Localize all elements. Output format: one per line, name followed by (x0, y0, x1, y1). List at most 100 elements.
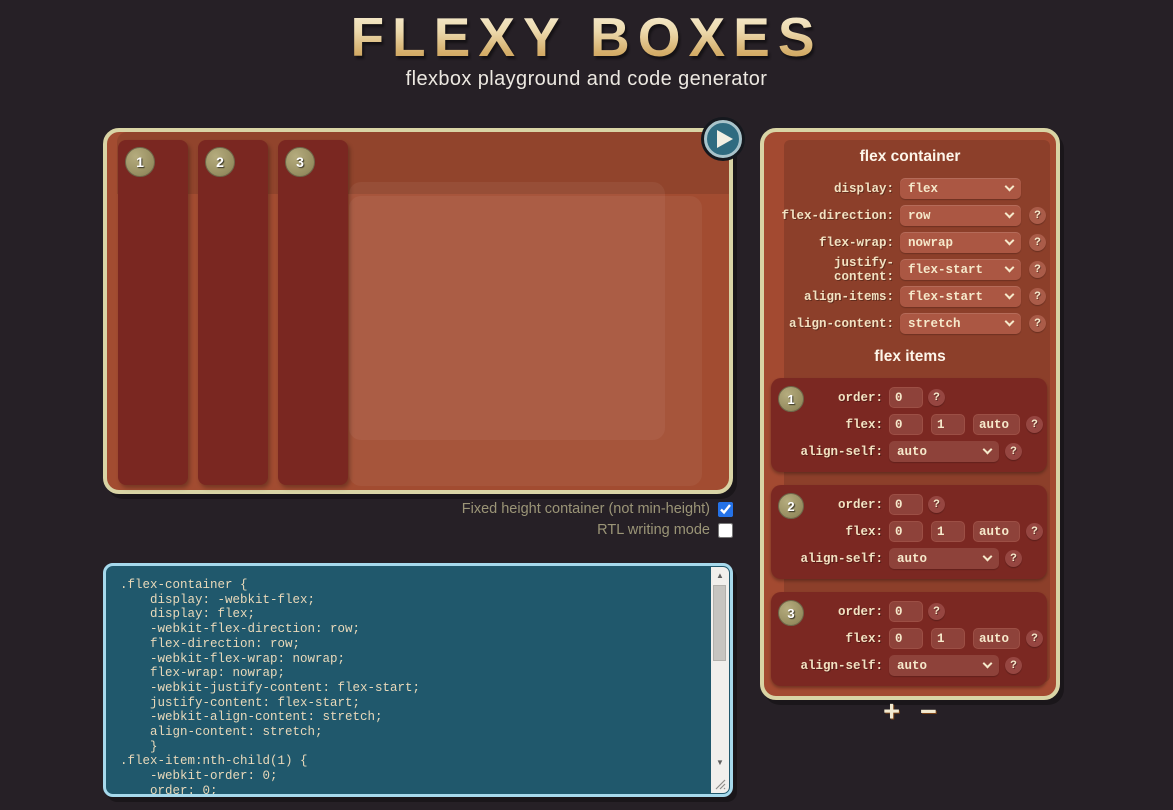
flex-row: flex: ? (779, 521, 1043, 542)
chevron-down-icon (1004, 208, 1015, 219)
flex-wrap-row: flex-wrap: nowrap ? (774, 232, 1046, 253)
flex-row: flex: ? (779, 628, 1043, 649)
order-row: order: ? (779, 387, 1037, 408)
app-subtitle: flexbox playground and code generator (405, 68, 768, 90)
item-1-order-input[interactable] (889, 387, 923, 408)
item-2-flex-shrink-input[interactable] (931, 521, 965, 542)
align-self-row: align-self: auto ? (779, 655, 1037, 676)
align-self-label: align-self: (800, 658, 883, 673)
order-label: order: (837, 604, 883, 619)
flex-direction-select[interactable]: row (900, 205, 1021, 226)
code-output-panel: .flex-container { display: -webkit-flex;… (103, 563, 733, 797)
scrollbar-thumb[interactable] (713, 585, 726, 661)
flex-label: flex: (845, 417, 883, 432)
fixed-height-label: Fixed height container (not min-height) (461, 501, 710, 517)
preview-flex-item-2: 2 (198, 140, 268, 485)
align-items-select[interactable]: flex-start (900, 286, 1021, 307)
options-block: Fixed height container (not min-height) … (462, 500, 733, 542)
order-row: order: ? (779, 494, 1037, 515)
justify-content-row: justify-content: flex-start ? (774, 256, 1046, 284)
fixed-height-option: Fixed height container (not min-height) (462, 500, 733, 518)
flex-help-button[interactable]: ? (1026, 630, 1043, 647)
resize-grip-icon[interactable] (713, 777, 727, 791)
item-3-flex-basis-input[interactable] (973, 628, 1020, 649)
align-items-help-button[interactable]: ? (1029, 288, 1046, 305)
flex-items-heading: flex items (874, 348, 946, 365)
item-3-flex-grow-input[interactable] (889, 628, 923, 649)
item-2-flex-basis-input[interactable] (973, 521, 1020, 542)
flex-help-button[interactable]: ? (1026, 416, 1043, 433)
item-3-align-self-select[interactable]: auto (889, 655, 999, 676)
flex-wrap-select[interactable]: nowrap (900, 232, 1021, 253)
justify-content-label: justify-content: (833, 255, 894, 284)
flex-direction-row: flex-direction: row ? (774, 205, 1046, 226)
item-1-flex-grow-input[interactable] (889, 414, 923, 435)
item-3-order-input[interactable] (889, 601, 923, 622)
flex-direction-help-button[interactable]: ? (1029, 207, 1046, 224)
scrollbar-down-arrow-icon[interactable]: ▼ (716, 758, 724, 767)
generated-css-textarea[interactable]: .flex-container { display: -webkit-flex;… (106, 566, 730, 794)
flex-direction-label: flex-direction: (781, 208, 894, 223)
flex-row: flex: ? (779, 414, 1043, 435)
flex-container-heading: flex container (859, 148, 961, 165)
flex-item-settings-2: 2 order: ? flex: ? align-self: auto ? (771, 485, 1047, 579)
preview-items: 1 2 3 (118, 140, 348, 485)
align-self-help-button[interactable]: ? (1005, 443, 1022, 460)
flex-preview-container: 1 2 3 (103, 120, 742, 494)
chevron-down-icon (1004, 262, 1015, 273)
align-content-select[interactable]: stretch (900, 313, 1021, 334)
rtl-option: RTL writing mode (462, 521, 733, 539)
order-row: order: ? (779, 601, 1037, 622)
display-row: display: flex ? (774, 178, 1046, 199)
item-1-align-self-select[interactable]: auto (889, 441, 999, 462)
run-button[interactable] (704, 120, 742, 158)
align-self-label: align-self: (800, 551, 883, 566)
order-help-button[interactable]: ? (928, 603, 945, 620)
fixed-height-checkbox[interactable] (718, 501, 733, 517)
item-2-flex-grow-input[interactable] (889, 521, 923, 542)
align-self-label: align-self: (800, 444, 883, 459)
flex-label: flex: (845, 524, 883, 539)
align-content-help-button[interactable]: ? (1029, 315, 1046, 332)
flex-help-button[interactable]: ? (1026, 523, 1043, 540)
item-1-flex-shrink-input[interactable] (931, 414, 965, 435)
justify-content-select[interactable]: flex-start (900, 259, 1021, 280)
scrollbar-up-arrow-icon[interactable]: ▲ (716, 571, 724, 580)
chevron-down-icon (982, 551, 993, 562)
chevron-down-icon (1004, 316, 1015, 327)
item-number-badge: 2 (205, 147, 235, 177)
item-3-flex-shrink-input[interactable] (931, 628, 965, 649)
code-scrollbar[interactable]: ▲ ▼ (711, 567, 729, 793)
remove-item-button[interactable]: − (920, 696, 937, 728)
add-item-button[interactable]: + (883, 696, 900, 728)
align-self-help-button[interactable]: ? (1005, 657, 1022, 674)
align-items-row: align-items: flex-start ? (774, 286, 1046, 307)
order-help-button[interactable]: ? (928, 389, 945, 406)
container-ghost-overlay-1 (349, 182, 665, 440)
order-help-button[interactable]: ? (928, 496, 945, 513)
chevron-down-icon (1004, 235, 1015, 246)
item-count-controls: + − (774, 696, 1046, 728)
app-title: FLEXY BOXES (350, 6, 823, 68)
item-number-badge: 2 (778, 493, 804, 519)
align-self-row: align-self: auto ? (779, 441, 1037, 462)
rtl-label: RTL writing mode (597, 522, 710, 538)
rtl-checkbox[interactable] (718, 522, 733, 538)
settings-panel: flex container display: flex ? flex-dire… (760, 128, 1060, 727)
align-content-label: align-content: (788, 316, 894, 331)
display-select[interactable]: flex (900, 178, 1021, 199)
align-items-label: align-items: (803, 289, 894, 304)
align-self-row: align-self: auto ? (779, 548, 1037, 569)
item-2-align-self-select[interactable]: auto (889, 548, 999, 569)
item-number-badge: 1 (125, 147, 155, 177)
flex-label: flex: (845, 631, 883, 646)
flex-wrap-help-button[interactable]: ? (1029, 234, 1046, 251)
chevron-down-icon (1004, 181, 1015, 192)
chevron-down-icon (982, 444, 993, 455)
align-self-help-button[interactable]: ? (1005, 550, 1022, 567)
item-1-flex-basis-input[interactable] (973, 414, 1020, 435)
item-2-order-input[interactable] (889, 494, 923, 515)
flex-wrap-label: flex-wrap: (818, 235, 894, 250)
order-label: order: (837, 390, 883, 405)
justify-content-help-button[interactable]: ? (1029, 261, 1046, 278)
